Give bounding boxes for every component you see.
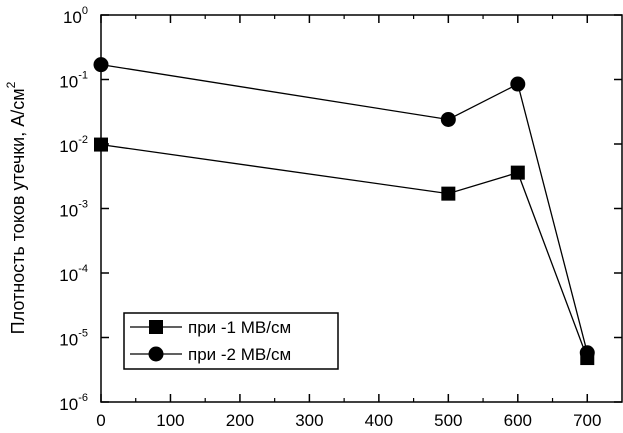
y-axis-label-group: Плотность токов утечки, А/см2 bbox=[4, 81, 28, 334]
circle-marker bbox=[579, 345, 595, 361]
series-layer bbox=[93, 57, 595, 366]
y-axis: 100 10-1 10-2 10-3 10-4 10-5 10-6 bbox=[59, 5, 622, 414]
circle-marker bbox=[440, 111, 456, 127]
y-axis-label-superscript: 2 bbox=[4, 81, 18, 88]
y-tick-label: 10-3 bbox=[59, 199, 88, 221]
y-tick-label: 100 bbox=[63, 5, 88, 27]
x-tick-label: 300 bbox=[295, 411, 323, 430]
x-tick-label: 700 bbox=[573, 411, 601, 430]
x-axis: 0 100 200 300 400 500 600 700 bbox=[96, 15, 601, 430]
y-tick-label: 10-4 bbox=[59, 263, 88, 285]
x-tick-label: 0 bbox=[96, 411, 105, 430]
y-tick-label: 10-6 bbox=[59, 392, 88, 414]
y-tick-label: 10-2 bbox=[59, 134, 88, 156]
series-line-1 bbox=[100, 143, 588, 359]
series-line-2 bbox=[100, 63, 588, 353]
legend-label: при -2 МВ/см bbox=[188, 345, 291, 364]
y-axis-label: Плотность токов утечки, А/см2 bbox=[4, 81, 28, 334]
square-marker bbox=[441, 186, 456, 201]
square-marker bbox=[94, 137, 108, 152]
x-tick-label: 600 bbox=[504, 411, 532, 430]
x-tick-label: 400 bbox=[365, 411, 393, 430]
y-tick-label: 10-5 bbox=[59, 328, 88, 350]
legend: при -1 МВ/см при -2 МВ/см bbox=[123, 312, 339, 370]
square-marker bbox=[510, 165, 525, 180]
legend-label: при -1 МВ/см bbox=[188, 318, 291, 337]
legend-square-marker bbox=[149, 320, 163, 334]
x-tick-label: 500 bbox=[434, 411, 462, 430]
circle-marker bbox=[93, 57, 109, 73]
x-tick-label: 200 bbox=[226, 411, 254, 430]
legend-circle-marker bbox=[148, 346, 164, 362]
y-tick-label: 10-1 bbox=[59, 70, 88, 92]
x-tick-label: 100 bbox=[156, 411, 184, 430]
circle-marker bbox=[510, 76, 526, 92]
